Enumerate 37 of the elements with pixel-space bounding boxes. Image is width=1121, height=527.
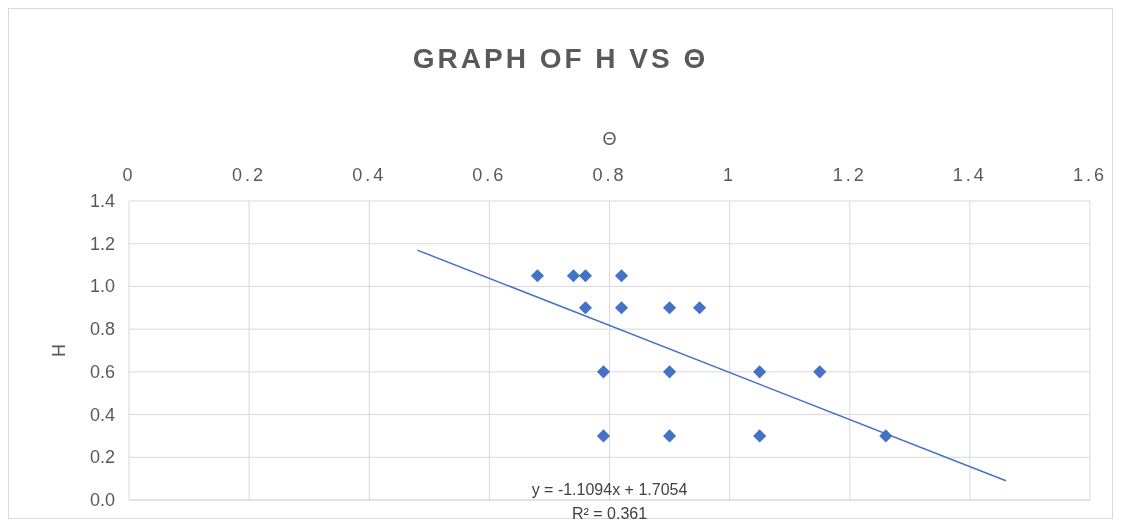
chart-title: GRAPH OF H VS Θ bbox=[412, 43, 709, 74]
x-tick-label: 1.6 bbox=[1072, 165, 1108, 185]
point bbox=[614, 269, 629, 283]
point bbox=[662, 429, 677, 443]
point bbox=[566, 269, 581, 283]
x-tick-label: 1.4 bbox=[952, 165, 987, 185]
x-tick-label: 1 bbox=[723, 165, 737, 185]
x-tick-label: 0.6 bbox=[472, 165, 507, 185]
point bbox=[596, 429, 611, 443]
x-tick-label: 1.2 bbox=[832, 165, 867, 185]
text: R² = 0.361 bbox=[571, 505, 648, 522]
y-axis-title: H bbox=[49, 344, 69, 357]
point bbox=[578, 269, 593, 283]
annotation: y = -1.1094x + 1.7054 bbox=[531, 481, 688, 498]
point bbox=[578, 301, 593, 315]
point bbox=[662, 365, 677, 379]
point bbox=[753, 429, 767, 443]
point bbox=[693, 301, 707, 315]
x-tick-label: 0.8 bbox=[592, 165, 627, 185]
point bbox=[753, 365, 767, 379]
point bbox=[530, 269, 544, 283]
x-axis-title: Θ bbox=[602, 129, 617, 149]
point bbox=[813, 365, 827, 379]
point bbox=[614, 301, 629, 315]
x-tick-label: 0 bbox=[122, 165, 136, 185]
y-tick-label: 0.6 bbox=[89, 361, 115, 382]
x-tick-label: 0.2 bbox=[232, 165, 267, 185]
y-tick-label: 0.4 bbox=[89, 404, 115, 425]
y-tick-label: 1.2 bbox=[89, 233, 115, 254]
point bbox=[596, 365, 611, 379]
y-tick-label: 0.0 bbox=[89, 490, 115, 510]
y-tick-label: 0.8 bbox=[89, 319, 115, 340]
y-tick-label: 0.2 bbox=[89, 447, 115, 468]
x-tick-label: 0.4 bbox=[352, 165, 387, 185]
y-tick-label: 1.0 bbox=[89, 276, 115, 297]
y-tick-label: 1.4 bbox=[89, 191, 115, 211]
point bbox=[662, 301, 677, 315]
